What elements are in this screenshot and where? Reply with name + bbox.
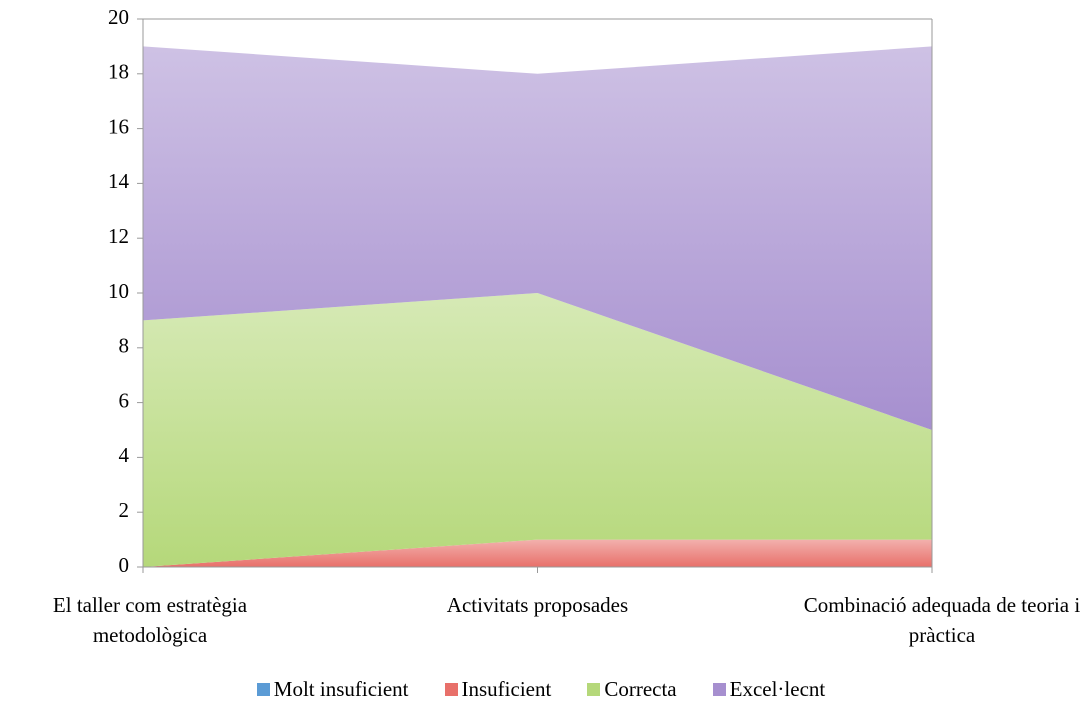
x-tick-label: Combinació adequada de teoria i pràctica (803, 593, 1081, 647)
y-tick-label: 8 (119, 334, 130, 358)
x-tick-label: El taller com estratègia metodològica (52, 593, 248, 647)
legend-swatch (256, 683, 270, 696)
y-tick-label: 10 (108, 279, 129, 303)
legend-swatch (712, 683, 726, 696)
legend-label: Correcta (604, 677, 677, 701)
x-tick-label: Activitats proposades (446, 593, 629, 617)
legend: Molt insuficient Insuficient Correcta Excel… (0, 677, 1082, 702)
legend-item: Molt insuficient (256, 677, 409, 702)
legend-item: Excel·lecnt (712, 677, 826, 702)
legend-label: Insuficient (461, 677, 552, 701)
legend-item: Correcta (587, 677, 677, 702)
y-tick-label: 4 (119, 443, 130, 467)
legend-label: Molt insuficient (273, 677, 409, 701)
y-tick-label: 18 (108, 60, 129, 84)
area (143, 46, 932, 431)
y-tick-label: 16 (108, 114, 129, 138)
y-tick-label: 6 (119, 388, 130, 412)
y-tick-label: 0 (119, 553, 130, 577)
y-tick-label: 2 (119, 498, 130, 522)
y-tick-label: 20 (108, 5, 129, 29)
y-tick-label: 14 (108, 169, 130, 193)
legend-swatch (444, 683, 458, 696)
legend-label: Excel·lecnt (729, 677, 826, 701)
area (143, 539, 932, 567)
legend-swatch (587, 683, 601, 696)
legend-item: Insuficient (444, 677, 552, 702)
y-tick-label: 12 (108, 224, 129, 248)
